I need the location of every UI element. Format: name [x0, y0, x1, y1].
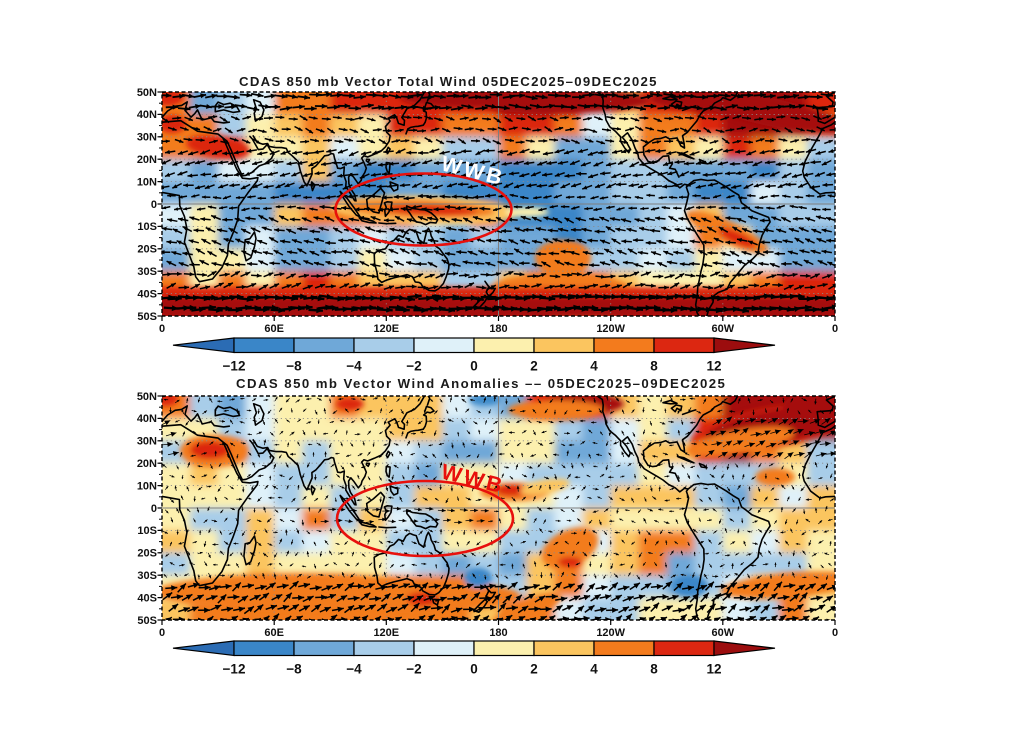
svg-text:10N: 10N	[137, 480, 157, 492]
svg-text:−12: −12	[223, 359, 246, 374]
svg-text:20S: 20S	[137, 244, 157, 256]
svg-text:0: 0	[470, 662, 478, 677]
svg-text:120W: 120W	[596, 323, 625, 335]
svg-text:30N: 30N	[137, 132, 157, 144]
svg-text:20N: 20N	[137, 458, 157, 470]
svg-text:10S: 10S	[137, 525, 157, 537]
svg-text:−8: −8	[286, 662, 302, 677]
svg-text:0: 0	[832, 627, 838, 639]
svg-text:CDAS 850 mb Vector Wind A: CDAS 850 mb Vector Wind Anomalies –– 05D…	[236, 376, 726, 391]
svg-text:8: 8	[650, 359, 658, 374]
svg-text:20S: 20S	[137, 548, 157, 560]
svg-text:60W: 60W	[711, 323, 734, 335]
svg-text:0: 0	[151, 199, 157, 211]
svg-text:−4: −4	[346, 662, 362, 677]
svg-text:50S: 50S	[137, 615, 157, 627]
svg-text:0: 0	[151, 503, 157, 515]
svg-text:CDAS 850 mb Vector Total: CDAS 850 mb Vector Total Wind 05DEC2025–…	[239, 74, 658, 89]
svg-text:0: 0	[159, 627, 165, 639]
svg-text:0: 0	[832, 323, 838, 335]
svg-text:10S: 10S	[137, 221, 157, 233]
svg-text:0: 0	[159, 323, 165, 335]
svg-text:2: 2	[530, 662, 538, 677]
svg-text:50N: 50N	[137, 391, 157, 403]
svg-text:30S: 30S	[137, 266, 157, 278]
svg-text:60E: 60E	[264, 323, 284, 335]
svg-text:40N: 40N	[137, 413, 157, 425]
svg-text:0: 0	[470, 359, 478, 374]
svg-text:180: 180	[489, 627, 507, 639]
svg-text:2: 2	[530, 359, 538, 374]
svg-text:4: 4	[590, 359, 598, 374]
svg-text:60W: 60W	[711, 627, 734, 639]
svg-text:50N: 50N	[137, 87, 157, 99]
svg-text:12: 12	[706, 662, 721, 677]
svg-text:−8: −8	[286, 359, 302, 374]
svg-text:180: 180	[489, 323, 507, 335]
svg-text:−12: −12	[223, 662, 246, 677]
svg-text:40N: 40N	[137, 109, 157, 121]
svg-text:120W: 120W	[596, 627, 625, 639]
svg-text:60E: 60E	[264, 627, 284, 639]
svg-text:12: 12	[706, 359, 721, 374]
svg-text:−2: −2	[406, 662, 421, 677]
svg-text:20N: 20N	[137, 154, 157, 166]
svg-text:50S: 50S	[137, 311, 157, 323]
svg-text:−2: −2	[406, 359, 421, 374]
svg-text:120E: 120E	[373, 627, 399, 639]
svg-text:40S: 40S	[137, 592, 157, 604]
svg-text:−4: −4	[346, 359, 362, 374]
svg-text:120E: 120E	[373, 323, 399, 335]
svg-text:8: 8	[650, 662, 658, 677]
svg-text:30N: 30N	[137, 436, 157, 448]
svg-text:10N: 10N	[137, 176, 157, 188]
svg-text:40S: 40S	[137, 288, 157, 300]
svg-text:30S: 30S	[137, 570, 157, 582]
svg-text:4: 4	[590, 662, 598, 677]
